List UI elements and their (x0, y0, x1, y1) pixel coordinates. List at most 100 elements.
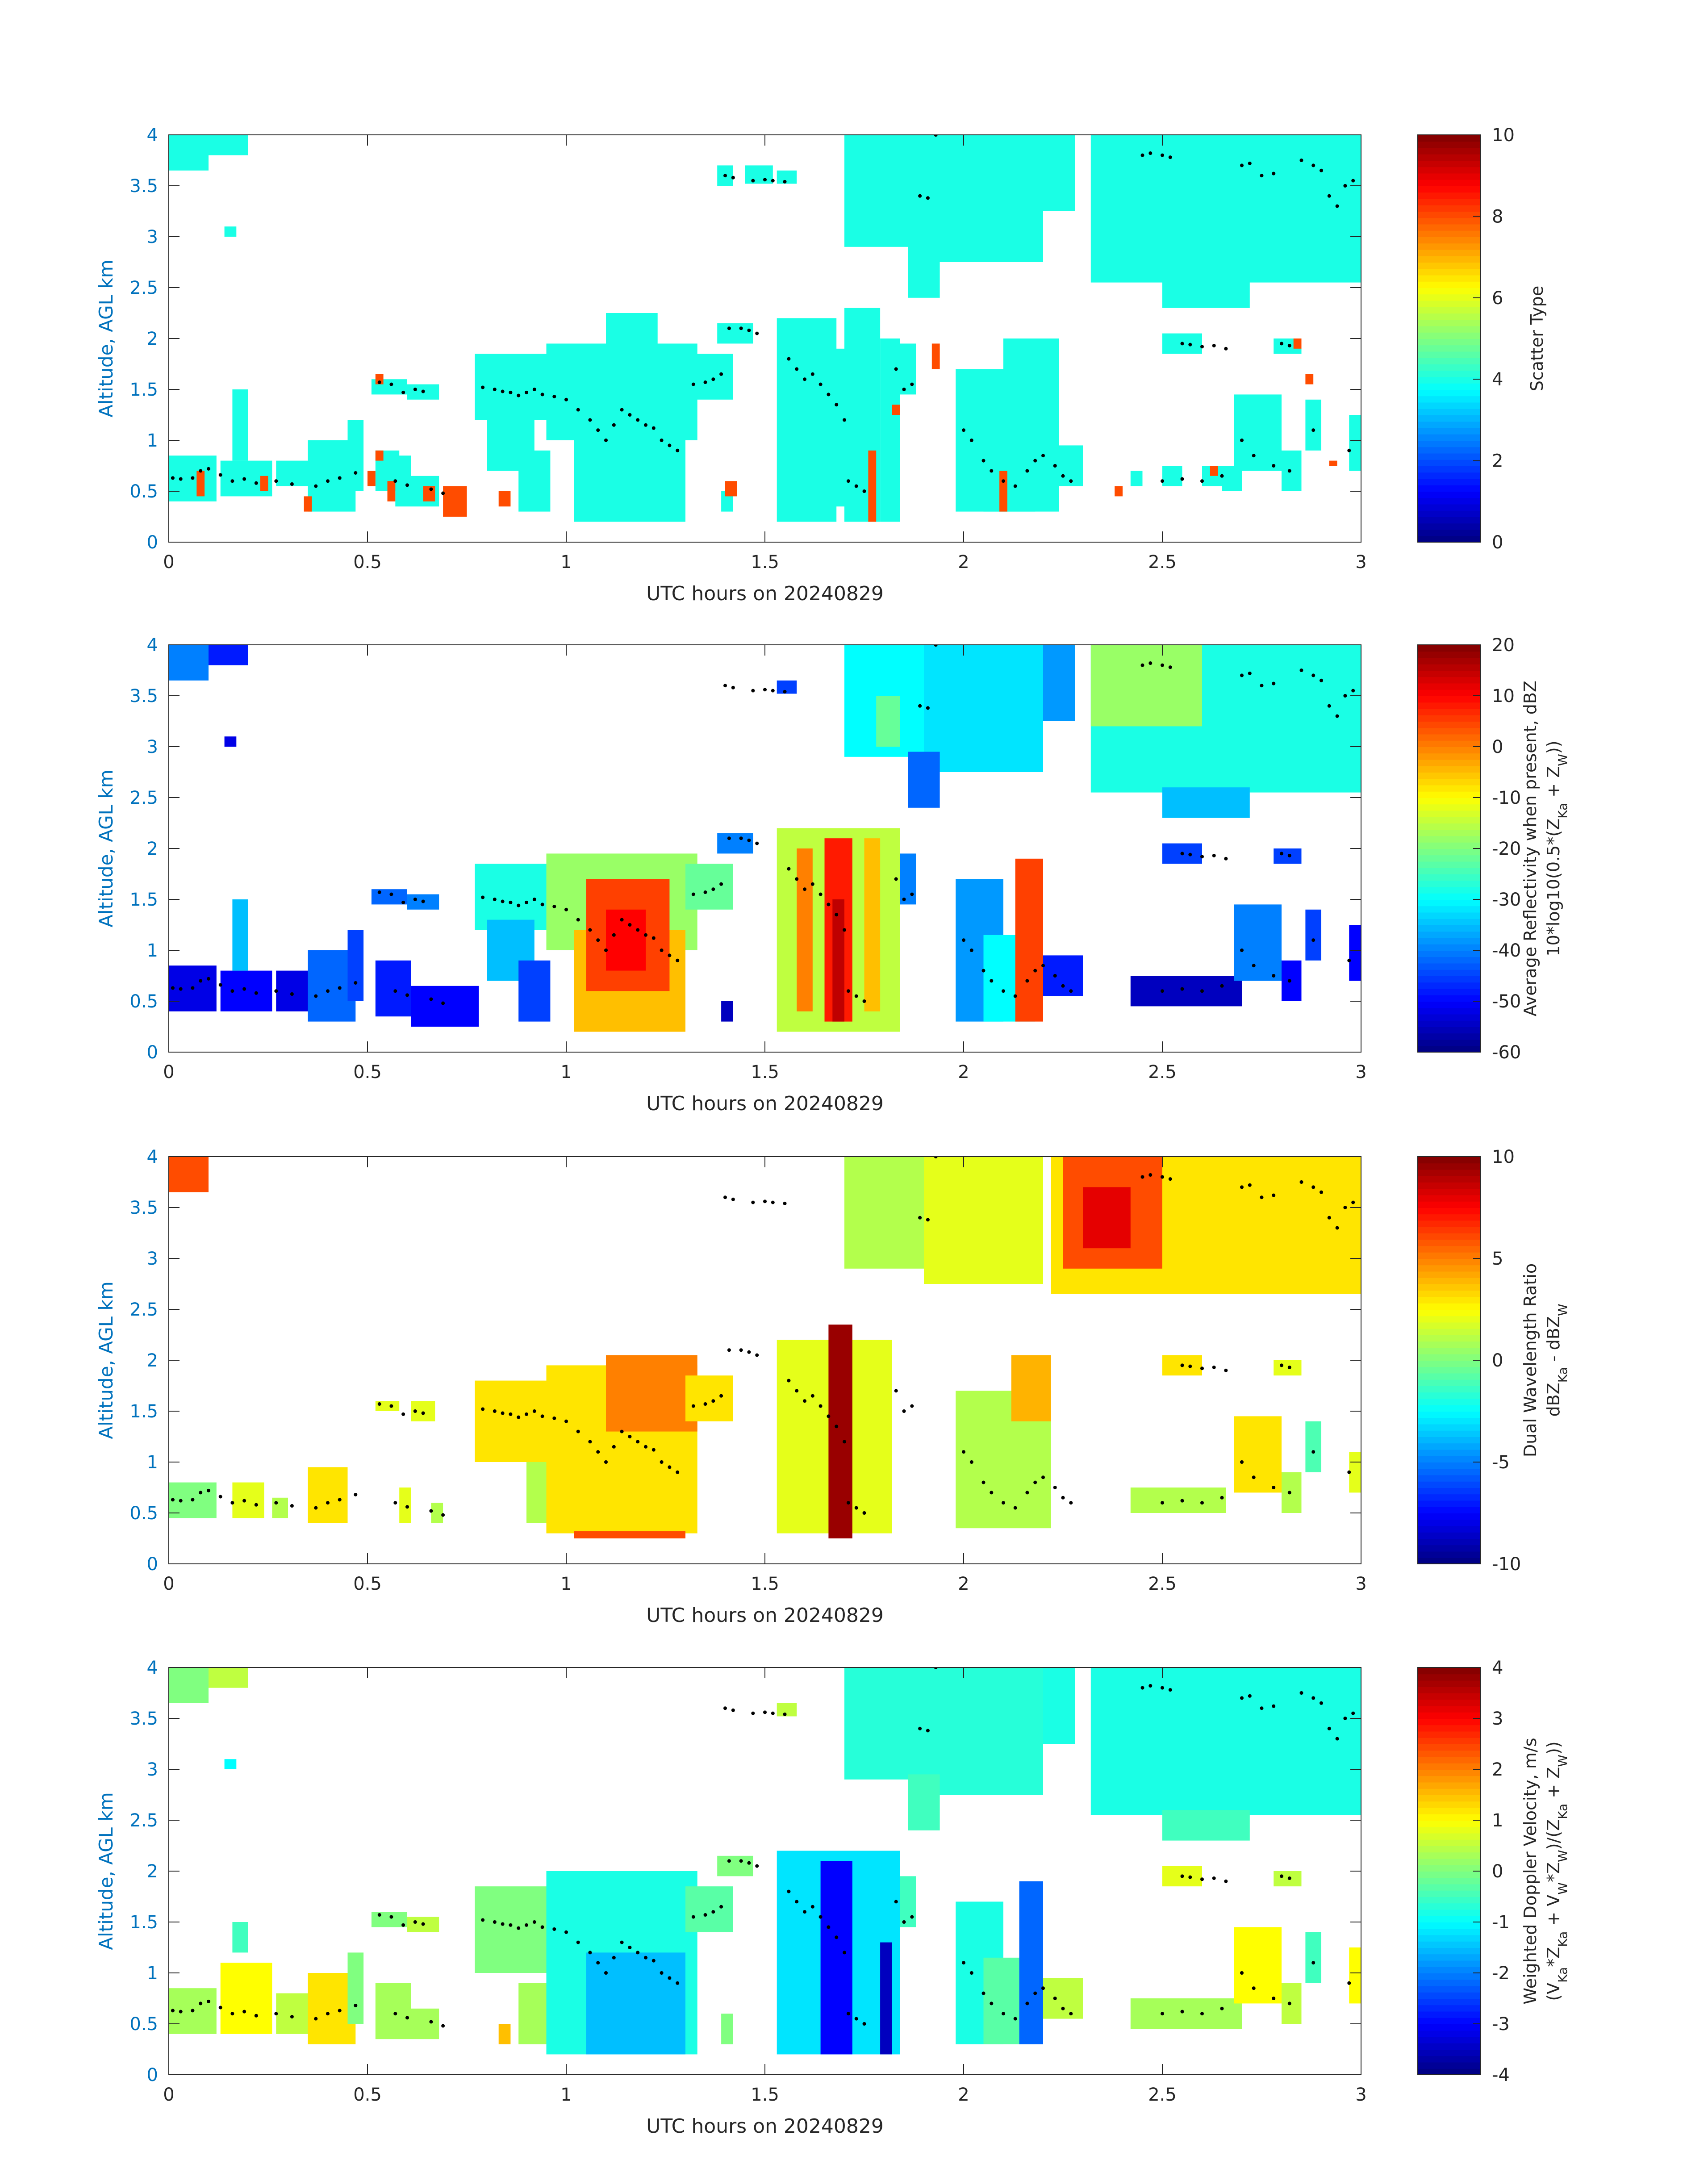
colorbar-tick-label: 2 (1492, 451, 1503, 472)
heatmap-cell (1305, 374, 1314, 384)
colorbar-segment (1418, 1233, 1480, 1240)
overlay-point (1311, 673, 1315, 677)
overlay-point (377, 380, 381, 384)
colorbar-segment (1418, 1513, 1480, 1520)
overlay-point (660, 1971, 664, 1975)
x-axis-label: UTC hours on 20240829 (646, 1092, 884, 1115)
overlay-point (1025, 1491, 1029, 1495)
overlay-point (1041, 1475, 1045, 1479)
overlay-point (835, 1935, 839, 1939)
colorbar-segment (1418, 664, 1480, 671)
colorbar-segment (1418, 1954, 1480, 1961)
colorbar-segment (1418, 1890, 1480, 1897)
overlay-point (894, 877, 898, 881)
colorbar-tick-label: -2 (1492, 1963, 1510, 1984)
overlay-point (552, 1927, 556, 1931)
colorbar-segment (1418, 1725, 1480, 1732)
colorbar-segment (1418, 1007, 1480, 1015)
overlay-point (1161, 1686, 1164, 1690)
overlay-point (1327, 1726, 1331, 1730)
overlay-point (1240, 1971, 1244, 1975)
colorbar-label: (VKa*ZKa + VW*ZW)/(ZKa + ZW)) (1544, 1741, 1570, 2001)
overlay-point (827, 1414, 831, 1418)
overlay-point (401, 900, 405, 904)
colorbar-segment (1418, 867, 1480, 874)
overlay-point (1161, 1501, 1164, 1505)
heatmap-cell (1011, 1355, 1051, 1421)
y-tick-label: 2.5 (129, 1810, 158, 1831)
heatmap-cell (1234, 904, 1282, 981)
colorbar-segment (1418, 657, 1480, 664)
heatmap-cell (1090, 1667, 1361, 1815)
overlay-point (862, 1511, 866, 1515)
overlay-point (902, 1409, 906, 1413)
y-tick-label: 2 (147, 1861, 158, 1882)
heatmap-cell (908, 752, 940, 808)
overlay-point (1168, 1177, 1172, 1181)
colorbar-segment (1418, 2017, 1480, 2024)
colorbar-segment (1418, 357, 1480, 364)
colorbar-tick-label: 0 (1492, 1861, 1503, 1882)
overlay-point (405, 483, 409, 487)
heatmap-cell (717, 1855, 753, 1876)
overlay-point (1272, 681, 1276, 685)
colorbar-segment (1418, 721, 1480, 728)
colorbar-segment (1418, 1737, 1480, 1744)
colorbar-segment (1418, 1909, 1480, 1916)
colorbar-segment (1418, 874, 1480, 881)
colorbar-segment (1418, 1941, 1480, 1948)
overlay-point (862, 999, 866, 1003)
overlay-point (421, 1411, 425, 1415)
overlay-point (1053, 974, 1057, 978)
colorbar-segment (1418, 1807, 1480, 1814)
heatmap-cell (347, 420, 364, 491)
overlay-point (1053, 464, 1057, 468)
overlay-point (576, 408, 580, 412)
x-tick-label: 1.5 (751, 1574, 779, 1594)
overlay-point (274, 479, 278, 483)
overlay-point (501, 899, 505, 903)
colorbar-segment (1418, 1220, 1480, 1227)
overlay-point (1272, 464, 1276, 468)
overlay-point (1347, 1470, 1351, 1474)
overlay-point (612, 1445, 616, 1449)
colorbar-segment (1418, 1214, 1480, 1221)
overlay-point (576, 1429, 580, 1433)
colorbar-tick-label: -4 (1492, 2065, 1510, 2085)
colorbar-segment (1418, 976, 1480, 983)
y-tick-label: 2.5 (129, 278, 158, 298)
overlay-point (739, 836, 743, 840)
overlay-point (628, 923, 632, 927)
overlay-point (969, 1460, 973, 1464)
heatmap-cell (1130, 471, 1143, 486)
colorbar-segment (1418, 918, 1480, 925)
colorbar-tick-label: -10 (1492, 788, 1521, 808)
overlay-point (1180, 1499, 1184, 1503)
overlay-point (612, 933, 616, 937)
colorbar-segment (1418, 1360, 1480, 1367)
overlay-point (179, 477, 183, 481)
colorbar-segment (1418, 778, 1480, 786)
colorbar-tick-label: 4 (1492, 369, 1503, 390)
overlay-point (1248, 161, 1252, 165)
colorbar-segment (1418, 224, 1480, 231)
heatmap-cell (1282, 1472, 1302, 1513)
overlay-point (354, 981, 358, 985)
overlay-point (803, 1399, 806, 1403)
colorbar-segment (1418, 1328, 1480, 1335)
overlay-point (1351, 689, 1355, 693)
overlay-point (918, 704, 922, 708)
heatmap-cell (606, 1355, 697, 1432)
overlay-point (254, 481, 258, 485)
y-tick-label: 3 (147, 1249, 158, 1269)
y-tick-label: 0 (147, 532, 158, 553)
overlay-point (894, 1389, 898, 1393)
overlay-point (1002, 1501, 1005, 1505)
heatmap-cell (725, 481, 737, 497)
colorbar: -4 -3 -2 -1 0 1 2 3 4 Weighted Doppler Velocity, … (1417, 1658, 1570, 2085)
x-tick-label: 0.5 (353, 1574, 382, 1594)
overlay-point (990, 469, 994, 473)
colorbar-segment (1418, 906, 1480, 913)
overlay-point (862, 489, 866, 493)
colorbar-segment (1418, 497, 1480, 505)
